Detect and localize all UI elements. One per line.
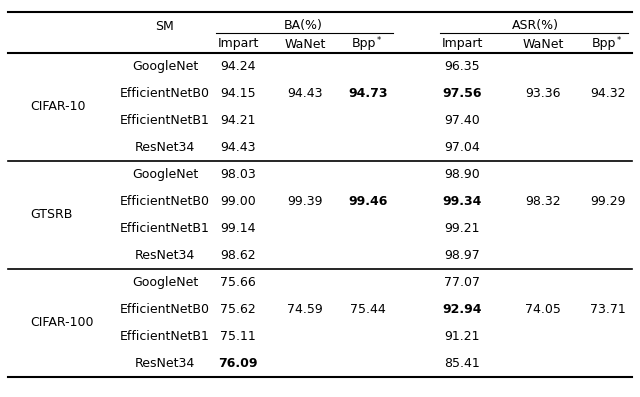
Text: ResNet34: ResNet34 [135, 357, 195, 370]
Text: Bpp: Bpp [352, 37, 376, 50]
Text: 74.59: 74.59 [287, 303, 323, 316]
Text: 73.71: 73.71 [590, 303, 626, 316]
Text: 85.41: 85.41 [444, 357, 480, 370]
Text: GoogleNet: GoogleNet [132, 60, 198, 73]
Text: ASR(%): ASR(%) [511, 19, 559, 33]
Text: 76.09: 76.09 [218, 357, 258, 370]
Text: 94.43: 94.43 [287, 87, 323, 100]
Text: 99.14: 99.14 [220, 222, 256, 235]
Text: 77.07: 77.07 [444, 276, 480, 289]
Text: 99.00: 99.00 [220, 195, 256, 208]
Text: 75.11: 75.11 [220, 330, 256, 343]
Text: Impart: Impart [218, 37, 259, 50]
Text: ResNet34: ResNet34 [135, 141, 195, 154]
Text: 92.94: 92.94 [442, 303, 482, 316]
Text: 94.43: 94.43 [220, 141, 256, 154]
Text: 98.03: 98.03 [220, 168, 256, 181]
Text: 99.21: 99.21 [444, 222, 480, 235]
Text: 94.32: 94.32 [590, 87, 626, 100]
Text: WaNet: WaNet [522, 37, 564, 50]
Text: 99.46: 99.46 [348, 195, 388, 208]
Text: EfficientNetB1: EfficientNetB1 [120, 114, 210, 127]
Text: 97.56: 97.56 [442, 87, 482, 100]
Text: 99.29: 99.29 [590, 195, 626, 208]
Text: 93.36: 93.36 [525, 87, 561, 100]
Text: 99.34: 99.34 [442, 195, 482, 208]
Text: CIFAR-10: CIFAR-10 [30, 100, 86, 114]
Text: 98.90: 98.90 [444, 168, 480, 181]
Text: 75.66: 75.66 [220, 276, 256, 289]
Text: GoogleNet: GoogleNet [132, 276, 198, 289]
Text: EfficientNetB0: EfficientNetB0 [120, 303, 210, 316]
Text: 98.97: 98.97 [444, 249, 480, 262]
Text: BA(%): BA(%) [284, 19, 323, 33]
Text: CIFAR-100: CIFAR-100 [30, 316, 93, 330]
Text: 98.62: 98.62 [220, 249, 256, 262]
Text: 97.04: 97.04 [444, 141, 480, 154]
Text: 99.39: 99.39 [287, 195, 323, 208]
Text: 91.21: 91.21 [444, 330, 480, 343]
Text: WaNet: WaNet [284, 37, 326, 50]
Text: GTSRB: GTSRB [30, 208, 72, 222]
Text: 94.15: 94.15 [220, 87, 256, 100]
Text: ResNet34: ResNet34 [135, 249, 195, 262]
Text: EfficientNetB0: EfficientNetB0 [120, 87, 210, 100]
Text: *: * [617, 35, 621, 44]
Text: 94.73: 94.73 [348, 87, 388, 100]
Text: EfficientNetB1: EfficientNetB1 [120, 222, 210, 235]
Text: EfficientNetB1: EfficientNetB1 [120, 330, 210, 343]
Text: 94.21: 94.21 [220, 114, 256, 127]
Text: 98.32: 98.32 [525, 195, 561, 208]
Text: 94.24: 94.24 [220, 60, 256, 73]
Text: 97.40: 97.40 [444, 114, 480, 127]
Text: GoogleNet: GoogleNet [132, 168, 198, 181]
Text: SM: SM [156, 19, 174, 33]
Text: Bpp: Bpp [592, 37, 616, 50]
Text: 75.62: 75.62 [220, 303, 256, 316]
Text: Impart: Impart [442, 37, 483, 50]
Text: 74.05: 74.05 [525, 303, 561, 316]
Text: 75.44: 75.44 [350, 303, 386, 316]
Text: 96.35: 96.35 [444, 60, 480, 73]
Text: *: * [377, 35, 381, 44]
Text: EfficientNetB0: EfficientNetB0 [120, 195, 210, 208]
